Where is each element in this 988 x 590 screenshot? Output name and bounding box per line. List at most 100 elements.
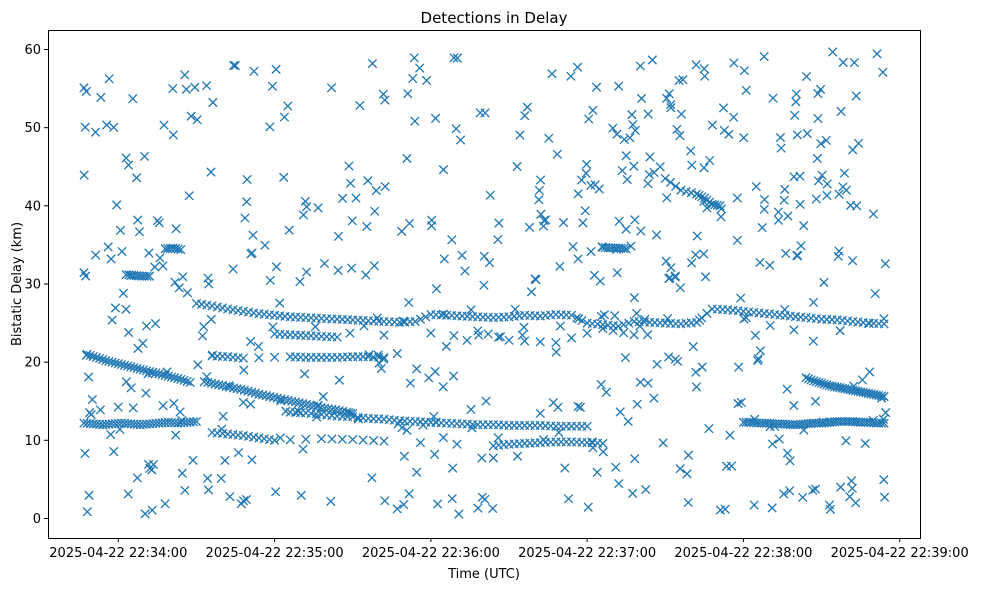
data-point bbox=[141, 388, 151, 398]
data-point bbox=[611, 462, 621, 472]
data-point bbox=[160, 499, 170, 509]
data-point bbox=[872, 49, 882, 59]
data-point bbox=[170, 430, 181, 440]
data-point bbox=[767, 439, 778, 449]
data-point bbox=[658, 438, 668, 448]
y-tick-label: 30 bbox=[24, 278, 41, 293]
data-point bbox=[206, 167, 216, 177]
data-point bbox=[573, 254, 583, 264]
data-point bbox=[477, 492, 487, 502]
data-point bbox=[673, 356, 683, 367]
data-point bbox=[94, 353, 105, 364]
data-point bbox=[662, 193, 672, 203]
data-point bbox=[838, 57, 848, 68]
data-point bbox=[203, 485, 214, 495]
data-point bbox=[622, 174, 632, 185]
data-point bbox=[631, 308, 642, 319]
data-point bbox=[180, 70, 190, 80]
data-point bbox=[765, 260, 775, 270]
data-point bbox=[392, 348, 402, 359]
data-point bbox=[697, 192, 707, 202]
data-point bbox=[755, 257, 765, 268]
data-point bbox=[233, 447, 244, 458]
data-point bbox=[178, 272, 188, 282]
data-point bbox=[332, 332, 342, 342]
data-point bbox=[811, 194, 821, 204]
data-point bbox=[238, 397, 249, 408]
data-point bbox=[449, 330, 459, 341]
data-point bbox=[753, 353, 763, 364]
data-point bbox=[239, 365, 249, 375]
data-point bbox=[333, 265, 343, 276]
data-point bbox=[690, 250, 701, 260]
data-point bbox=[691, 367, 701, 377]
data-point bbox=[488, 503, 498, 514]
data-point bbox=[438, 309, 449, 319]
data-point bbox=[326, 496, 336, 507]
data-point bbox=[392, 504, 402, 514]
data-point bbox=[627, 488, 638, 499]
data-point bbox=[298, 398, 308, 409]
data-point bbox=[441, 341, 452, 352]
data-point bbox=[106, 254, 116, 264]
data-point bbox=[674, 75, 684, 86]
data-point bbox=[736, 397, 746, 408]
data-point bbox=[694, 190, 704, 201]
y-tick-label: 60 bbox=[24, 43, 41, 58]
data-point bbox=[326, 83, 337, 93]
data-point bbox=[879, 314, 889, 324]
data-point bbox=[493, 433, 503, 443]
data-point bbox=[216, 473, 226, 484]
data-point bbox=[534, 185, 545, 196]
data-point bbox=[765, 320, 775, 331]
data-point bbox=[203, 377, 213, 388]
data-point bbox=[818, 417, 828, 427]
data-point bbox=[475, 108, 485, 118]
data-point bbox=[819, 277, 829, 288]
data-point bbox=[260, 240, 270, 250]
data-point bbox=[265, 391, 275, 402]
data-point bbox=[224, 381, 234, 391]
data-point bbox=[666, 103, 676, 113]
data-point bbox=[789, 325, 799, 335]
data-point bbox=[420, 312, 431, 322]
data-point bbox=[821, 135, 831, 146]
data-point bbox=[408, 73, 418, 84]
data-point bbox=[275, 298, 285, 308]
data-point bbox=[726, 461, 737, 471]
data-point bbox=[688, 341, 698, 352]
data-point bbox=[566, 310, 577, 320]
data-point bbox=[102, 120, 112, 130]
x-tick-label: 2025-04-22 22:34:00 bbox=[49, 546, 187, 561]
data-point bbox=[128, 403, 138, 413]
data-point bbox=[707, 120, 718, 130]
data-point bbox=[629, 330, 639, 340]
data-point bbox=[83, 372, 94, 382]
data-point bbox=[851, 91, 861, 101]
data-point bbox=[457, 250, 467, 260]
data-point bbox=[749, 414, 760, 424]
data-point bbox=[372, 313, 382, 323]
data-point bbox=[661, 93, 672, 103]
data-point bbox=[202, 473, 213, 484]
data-point bbox=[147, 505, 157, 515]
data-point bbox=[206, 378, 217, 388]
data-point bbox=[144, 248, 154, 258]
y-tick-label: 40 bbox=[24, 199, 41, 214]
data-point bbox=[241, 494, 252, 505]
data-point bbox=[670, 272, 680, 282]
data-point bbox=[702, 203, 712, 213]
data-point bbox=[380, 496, 390, 506]
data-point bbox=[245, 399, 256, 409]
data-point bbox=[133, 343, 143, 354]
data-point bbox=[824, 500, 835, 510]
data-point bbox=[621, 151, 631, 161]
data-point bbox=[841, 436, 851, 446]
data-point bbox=[641, 484, 651, 495]
data-point bbox=[190, 82, 200, 92]
data-point bbox=[295, 276, 305, 287]
data-point bbox=[432, 499, 443, 509]
data-point bbox=[361, 270, 371, 280]
data-point bbox=[715, 201, 725, 211]
data-point bbox=[880, 259, 891, 269]
